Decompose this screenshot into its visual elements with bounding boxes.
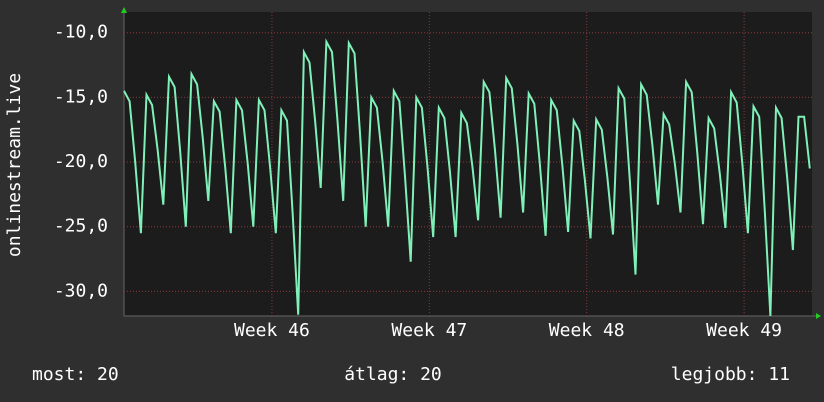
x-tick-label: Week 48 xyxy=(549,320,625,341)
y-tick-label: -30,0 xyxy=(54,280,108,301)
y-tick-label: -25,0 xyxy=(54,216,108,237)
stat-current: most: 20 xyxy=(32,364,119,385)
data-line xyxy=(123,38,811,317)
y-tick-label: -20,0 xyxy=(54,151,108,172)
y-tick-label: -15,0 xyxy=(54,86,108,107)
x-axis-arrow xyxy=(816,313,821,319)
y-axis-arrow xyxy=(121,7,127,13)
x-tick-label: Week 47 xyxy=(391,320,467,341)
stat-average: átlag: 20 xyxy=(344,364,442,385)
x-tick-label: Week 46 xyxy=(234,320,310,341)
y-axis-label: onlinestream.live xyxy=(4,73,25,257)
x-tick-label: Week 49 xyxy=(706,320,782,341)
y-tick-label: -10,0 xyxy=(54,22,108,43)
plot-area xyxy=(124,12,812,316)
stat-max: legjobb: 11 xyxy=(671,364,790,385)
